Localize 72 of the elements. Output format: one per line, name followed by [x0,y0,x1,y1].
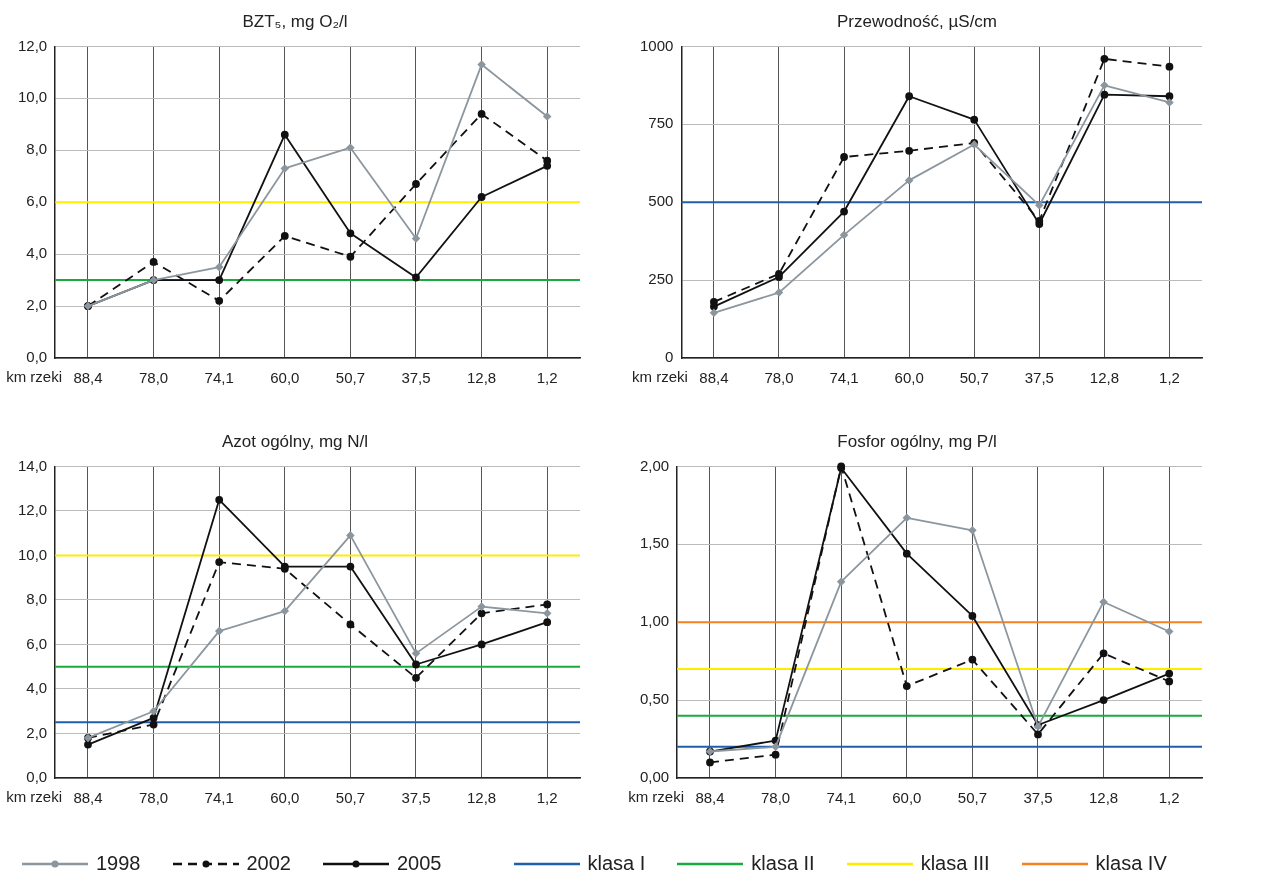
x-tick-label: 50,7 [335,369,365,387]
legend-label: klasa IV [1095,852,1167,875]
x-tick-label: 12,8 [1089,789,1119,807]
x-tick-label: 74,1 [204,789,234,807]
y-tick-label: 14,0 [17,456,48,474]
x-tick-label: 88,4 [73,789,103,807]
x-tick-label: 78,0 [764,369,794,387]
y-tick-label: 2,0 [26,723,48,741]
x-axis-title: km rzeki [632,368,688,386]
y-tick-label: 0,50 [639,690,670,708]
legend-label: 1998 [96,852,141,875]
x-tick-label: 50,7 [959,369,989,387]
x-tick-label: 60,0 [892,789,922,807]
y-tick-label: 1000 [639,36,674,54]
x-tick-label: 37,5 [1023,789,1053,807]
y-tick-label: 2,0 [26,296,48,314]
x-tick-label: 37,5 [401,789,431,807]
chart-title: Fosfor ogólny, mg P/l [837,431,997,451]
x-tick-label: 1,2 [1159,369,1180,387]
x-tick-label: 37,5 [401,369,431,387]
y-tick-label: 10,0 [17,88,48,106]
y-tick-label: 0,00 [639,768,670,786]
y-tick-label: 500 [648,192,674,210]
y-tick-label: 1,00 [639,612,670,630]
legend-label: klasa II [751,852,815,875]
x-tick-label: 78,0 [138,789,169,807]
x-tick-label: 50,7 [335,789,365,807]
x-tick-label: 74,1 [829,369,859,387]
x-tick-label: 1,2 [536,789,558,807]
y-tick-label: 4,0 [26,679,48,697]
x-tick-label: 88,4 [73,369,103,387]
legend-label: 2002 [246,852,291,875]
legend-label: 2005 [397,852,442,875]
y-tick-label: 10,0 [17,545,48,563]
y-tick-label: 0 [665,348,674,366]
legend-label: klasa III [920,852,990,875]
x-axis-title: km rzeki [6,368,62,386]
y-tick-label: 2,00 [639,456,670,474]
x-tick-label: 74,1 [826,789,856,807]
x-axis-title: km rzeki [6,788,62,806]
chart-title: Przewodność, µS/cm [836,11,998,31]
legend-label: klasa I [587,852,646,875]
y-tick-label: 0,0 [26,348,48,366]
y-tick-label: 6,0 [26,634,48,652]
y-tick-label: 250 [648,270,674,288]
x-tick-label: 12,8 [1089,369,1119,387]
x-tick-label: 12,8 [467,789,497,807]
x-tick-label: 78,0 [760,789,791,807]
chart-title: Azot ogólny, mg N/l [221,431,369,451]
y-tick-label: 8,0 [26,140,48,158]
x-tick-label: 88,4 [695,789,725,807]
x-tick-label: 60,0 [894,369,924,387]
x-tick-label: 74,1 [204,369,234,387]
x-tick-label: 12,8 [467,369,497,387]
x-tick-label: 50,7 [957,789,987,807]
x-tick-label: 88,4 [699,369,729,387]
x-tick-label: 60,0 [270,369,300,387]
chart-title: BZT₅, mg O₂/l [242,11,348,31]
y-tick-label: 6,0 [26,192,48,210]
y-tick-label: 12,0 [17,36,48,54]
x-tick-label: 78,0 [138,369,169,387]
x-tick-label: 1,2 [536,369,558,387]
y-tick-label: 4,0 [26,244,48,262]
y-tick-label: 750 [648,114,674,132]
y-tick-label: 0,0 [26,768,48,786]
x-tick-label: 1,2 [1158,789,1180,807]
x-tick-label: 37,5 [1024,369,1054,387]
y-tick-label: 12,0 [17,501,48,519]
x-tick-label: 60,0 [270,789,300,807]
y-tick-label: 8,0 [26,590,48,608]
y-tick-label: 1,50 [639,534,670,552]
x-axis-title: km rzeki [628,788,684,806]
